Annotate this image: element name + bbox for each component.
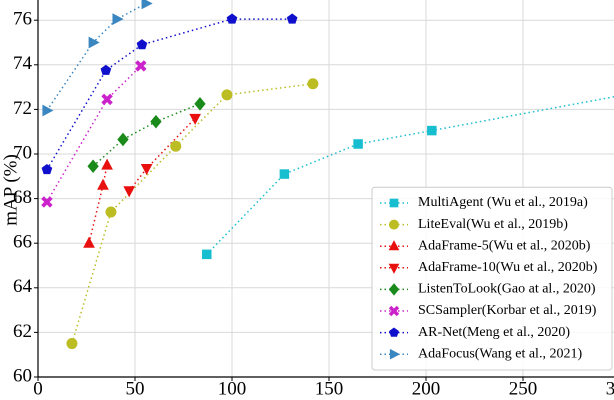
marker [135,60,147,72]
marker [87,159,99,174]
marker [105,206,117,218]
marker [140,163,153,176]
x-tick-label: 50 [126,378,145,399]
marker [123,186,136,198]
marker [170,140,182,152]
marker [101,93,113,106]
x-tick-label: 0 [33,378,43,399]
marker [202,249,212,260]
y-tick-label: 76 [13,9,32,30]
legend-label: LiteEval(Wu et al., 2019b) [418,217,568,232]
marker [388,305,400,317]
x-tick-label: 200 [412,378,441,399]
legend-label: MultiAgent (Wu et al., 2019a) [418,195,588,210]
y-tick-label: 74 [13,53,33,74]
marker [66,338,78,350]
legend-label: AR-Net(Meng et al., 2020) [418,325,570,340]
marker [100,64,112,75]
marker [388,240,400,251]
marker [389,198,399,208]
marker [150,114,162,129]
series-line [46,2,147,111]
marker [117,132,129,147]
y-tick-label: 66 [13,232,32,253]
marker [226,13,238,24]
y-tick-label: 70 [13,142,32,163]
y-tick-label: 68 [13,187,32,208]
marker [388,283,400,296]
legend-label: ListenToLook(Gao at al., 2020) [418,282,596,297]
marker [307,78,319,90]
marker [42,104,54,117]
series-line [128,117,196,192]
x-tick-label: 150 [315,378,344,399]
marker [353,139,363,149]
legend-label: SCSampler(Korbar et al., 2019) [418,303,597,318]
marker [88,36,100,49]
x-tick-label: 100 [218,378,247,399]
marker [136,39,148,50]
marker [141,0,153,10]
marker [41,196,53,208]
marker [189,113,201,125]
legend-label: AdaFocus(Wang et al., 2021) [418,346,582,361]
y-tick-label: 62 [13,321,32,342]
y-tick-label: 64 [13,276,33,297]
marker [286,13,298,24]
marker [388,263,400,274]
marker [194,97,206,111]
marker [389,219,399,230]
legend-label: AdaFrame-10(Wu et al., 2020b) [418,260,598,275]
marker [389,327,399,337]
marker [112,13,124,25]
marker [41,163,53,175]
series-line [46,65,142,203]
y-tick-label: 72 [13,98,32,119]
series-line [46,18,293,170]
marker [221,89,233,101]
x-tick-label: 300 [606,378,614,399]
marker [101,158,113,170]
marker [389,348,401,360]
legend-label: AdaFrame-5(Wu et al., 2020b) [418,238,591,253]
marker [97,178,109,190]
y-tick-label: 60 [13,365,32,386]
y-axis-label: mAP (%) [0,154,21,226]
series-line [92,103,201,167]
series-line [88,165,108,244]
marker [83,236,95,248]
marker [427,125,437,136]
legend-box [371,186,613,371]
marker [279,169,290,179]
x-tick-label: 250 [509,378,538,399]
